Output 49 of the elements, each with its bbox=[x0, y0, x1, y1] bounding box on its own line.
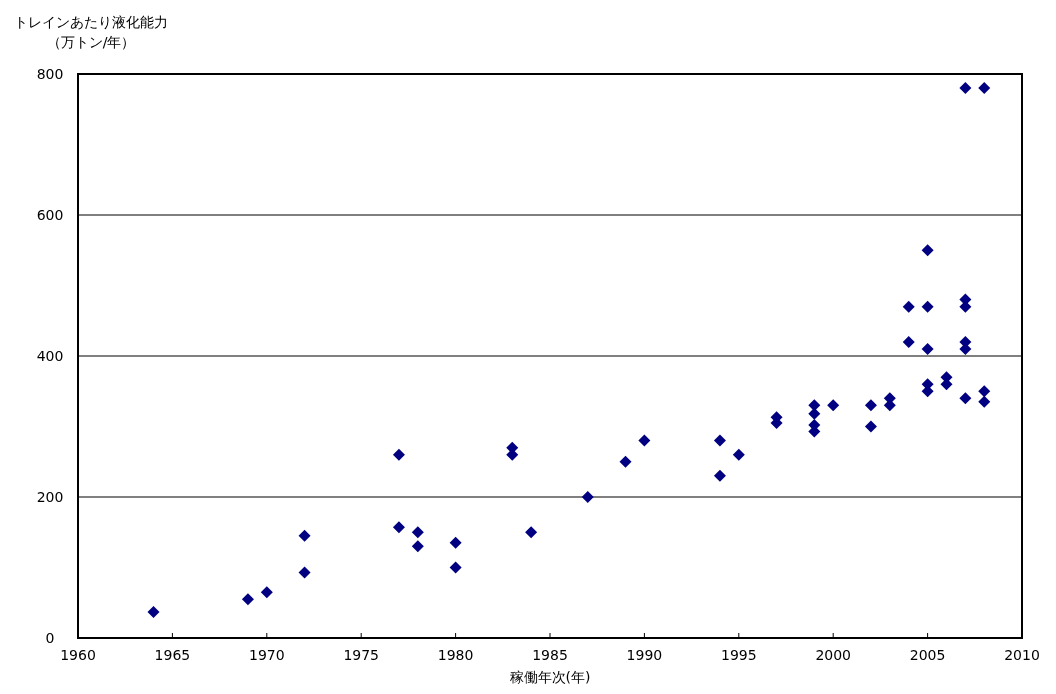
y-tick-label: 400 bbox=[36, 348, 64, 364]
x-tick-label: 1970 bbox=[248, 647, 285, 663]
point bbox=[959, 82, 972, 95]
y-tick-label: 0 bbox=[45, 630, 55, 646]
point bbox=[298, 566, 311, 579]
point bbox=[732, 448, 745, 461]
point bbox=[902, 335, 915, 348]
y-tick-label: 800 bbox=[36, 66, 64, 82]
point bbox=[921, 342, 934, 355]
y-tick-label: 600 bbox=[36, 207, 64, 223]
point bbox=[902, 300, 915, 313]
point bbox=[392, 448, 405, 461]
x-tick-label: 1990 bbox=[626, 647, 663, 663]
x-tick-label: 2000 bbox=[815, 647, 852, 663]
x-tick-label: 1965 bbox=[154, 647, 191, 663]
point bbox=[392, 521, 405, 534]
point bbox=[525, 526, 538, 539]
point bbox=[147, 605, 160, 618]
point bbox=[449, 561, 462, 574]
x-tick-label: 1995 bbox=[720, 647, 757, 663]
point bbox=[411, 526, 424, 539]
point bbox=[978, 385, 991, 398]
point bbox=[864, 420, 877, 433]
x-tick-label: 1985 bbox=[532, 647, 568, 663]
y-tick-label: 200 bbox=[36, 489, 64, 505]
point bbox=[298, 529, 311, 542]
point bbox=[921, 244, 934, 257]
point bbox=[581, 491, 594, 503]
point bbox=[978, 395, 991, 408]
x-tick-label: 1980 bbox=[437, 647, 474, 663]
point bbox=[619, 455, 632, 468]
point bbox=[864, 399, 877, 412]
x-tick-label: 2005 bbox=[909, 647, 946, 663]
point bbox=[638, 434, 651, 447]
point bbox=[827, 399, 840, 412]
x-tick-label: 1960 bbox=[60, 647, 96, 663]
point bbox=[713, 434, 726, 447]
point bbox=[921, 300, 934, 313]
point bbox=[241, 593, 254, 606]
point bbox=[713, 469, 726, 482]
point bbox=[978, 82, 991, 95]
x-axis-title: 稼働年次(年) bbox=[509, 669, 591, 685]
x-tick-label: 1975 bbox=[343, 647, 380, 663]
point bbox=[260, 586, 273, 599]
x-tick-label: 2010 bbox=[1004, 647, 1040, 663]
y-axis-title: トレインあたり液化能力（万トン/年） bbox=[13, 13, 169, 52]
point bbox=[959, 392, 972, 405]
point bbox=[449, 536, 462, 549]
point bbox=[411, 540, 424, 553]
